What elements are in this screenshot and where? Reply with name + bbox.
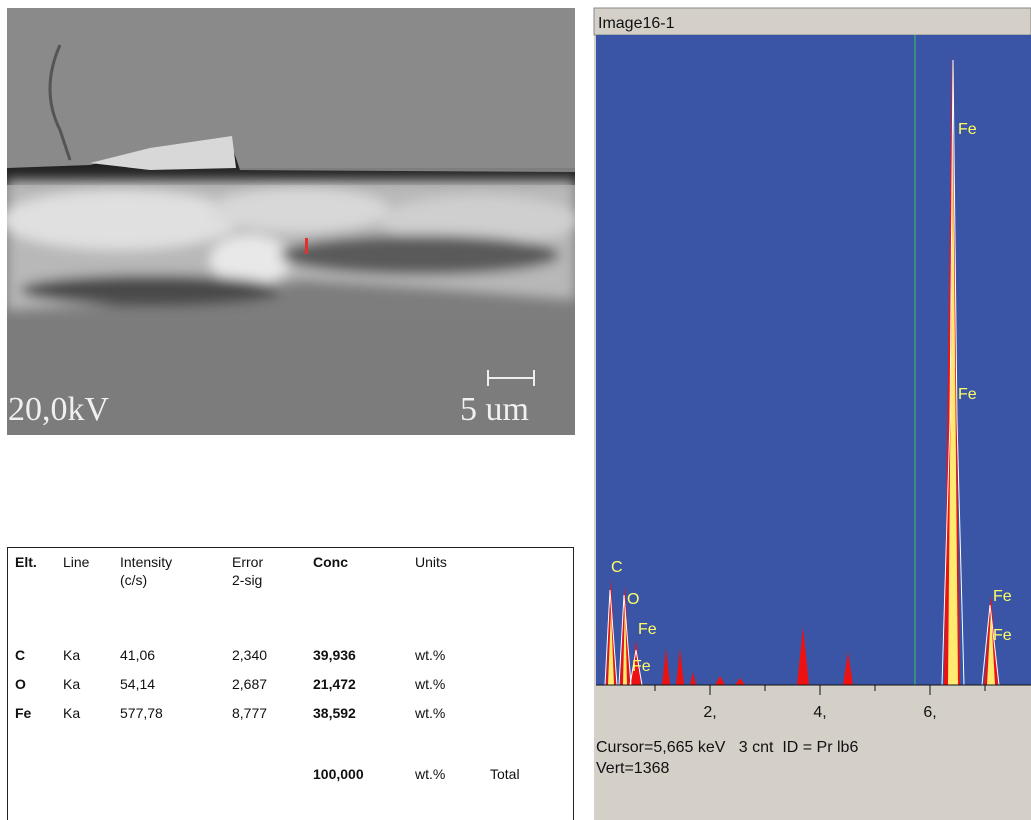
window-title: Image16-1: [598, 15, 675, 32]
x-axis-label: 4,: [813, 704, 826, 721]
total-cell: Total: [490, 766, 520, 782]
table-cell: 2,340: [232, 647, 267, 663]
sem-top: [7, 8, 575, 168]
table-cell: wt.%: [414, 676, 445, 692]
peak-label: Fe: [638, 621, 657, 638]
table-cell: 54,14: [120, 676, 155, 692]
peak-label: Fe: [958, 121, 977, 138]
header-cell: Units: [415, 554, 447, 570]
sem-marker: [305, 238, 308, 254]
peak-label: Fe: [993, 588, 1012, 605]
header-cell: (c/s): [120, 572, 147, 588]
header-cell: Error: [232, 554, 263, 570]
table-cell: Ka: [63, 705, 80, 721]
peak-label: Fe: [632, 658, 651, 675]
table-cell: 39,936: [313, 647, 356, 663]
table-cell: 8,777: [232, 705, 267, 721]
peak-label: Fe: [958, 386, 977, 403]
table-cell: 21,472: [313, 676, 356, 692]
spectrum-window: Image16-1 CO Fe Fe Fe Fe Fe Fe 2, 4, 6, Cursor=5…: [594, 8, 1031, 820]
x-axis-label: 6,: [923, 704, 936, 721]
figure: 20,0kV 5 um Elt. Line Intensity (c/s) Error 2…: [0, 0, 1031, 820]
scale-label: 5 um: [460, 391, 529, 428]
table-cell: wt.%: [414, 705, 445, 721]
status-cursor: Cursor=5,665 keV 3 cnt ID = Pr lb6: [596, 739, 858, 756]
table-cell: Fe: [15, 705, 32, 721]
peak-label: Fe: [993, 627, 1012, 644]
table-cell: Ka: [63, 676, 80, 692]
header-cell: Intensity: [120, 554, 172, 570]
peak-label: C: [611, 559, 623, 576]
peak-label: O: [627, 591, 639, 608]
table-cell: wt.%: [414, 647, 445, 663]
table-cell: 577,78: [120, 705, 163, 721]
table-cell: 2,687: [232, 676, 267, 692]
table-cell: O: [15, 676, 26, 692]
header-cell: Conc: [313, 554, 348, 570]
header-cell: 2-sig: [232, 572, 262, 588]
table-cell: Ka: [63, 647, 80, 663]
total-cell: wt.%: [414, 766, 445, 782]
header-cell: Elt.: [15, 554, 37, 570]
table-cell: C: [15, 647, 25, 663]
table-cell: 41,06: [120, 647, 155, 663]
status-vert: Vert=1368: [596, 760, 670, 777]
voltage-label: 20,0kV: [8, 391, 110, 428]
x-axis-label: 2,: [703, 704, 716, 721]
results-table: Elt. Line Intensity (c/s) Error 2-sig Conc Unit…: [15, 554, 520, 782]
table-cell: 38,592: [313, 705, 356, 721]
sem-image: 20,0kV 5 um: [0, 8, 580, 435]
table-border: [8, 548, 574, 820]
header-cell: Line: [63, 554, 90, 570]
total-cell: 100,000: [313, 766, 364, 782]
